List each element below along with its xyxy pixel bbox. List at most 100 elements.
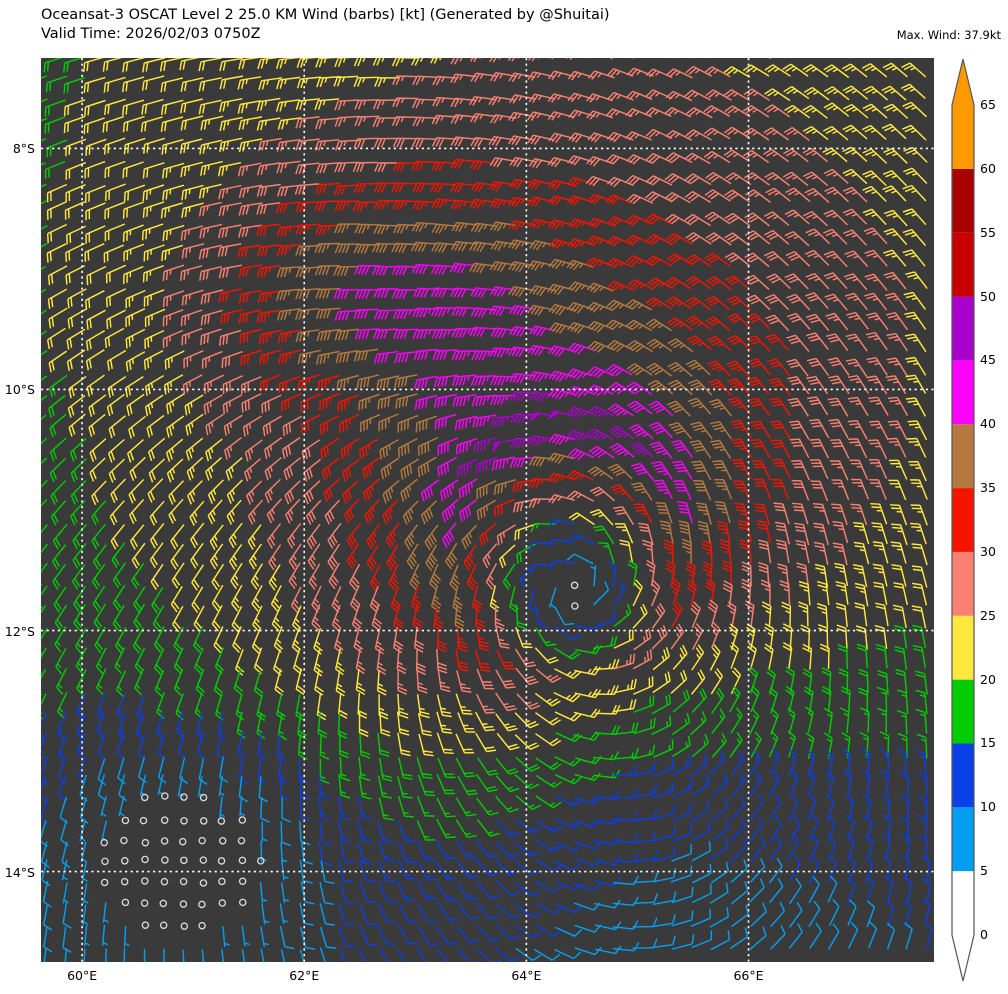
wind-barb: [843, 103, 869, 119]
wind-barb: [502, 563, 516, 590]
wind-barb: [555, 796, 583, 807]
wind-barb: [633, 503, 653, 524]
wind-barb: [217, 857, 226, 865]
wind-barb: [821, 685, 832, 713]
wind-barb: [566, 302, 594, 314]
wind-barb: [295, 162, 320, 175]
wind-barb: [436, 818, 456, 839]
wind-barb: [168, 498, 184, 524]
wind-barb: [722, 580, 733, 607]
wind-barb: [63, 99, 86, 117]
wind-barb: [574, 772, 601, 782]
wind-barb: [84, 99, 106, 117]
wind-barb: [763, 250, 789, 267]
wind-barb: [319, 821, 332, 846]
wind-barb: [54, 626, 67, 653]
wind-barb: [535, 924, 562, 937]
wind-barb: [41, 375, 48, 382]
wind-barb: [280, 949, 286, 962]
wind-barb: [507, 196, 535, 208]
wind-barb: [380, 457, 400, 480]
wind-barb: [41, 562, 48, 586]
wind-barb: [727, 335, 752, 352]
wind-barb: [73, 604, 86, 631]
wind-barb: [802, 668, 813, 695]
wind-barb: [905, 374, 927, 394]
wind-barb: [727, 396, 751, 415]
wind-barb: [667, 379, 693, 396]
wind-barb: [238, 116, 263, 131]
wind-barb: [160, 77, 184, 93]
wind-barb: [96, 711, 106, 739]
wind-barb: [515, 756, 541, 772]
wind-barb: [613, 506, 635, 526]
wind-barb: [568, 534, 595, 545]
wind-barb: [729, 927, 749, 950]
wind-barb: [83, 948, 86, 962]
wind-barb: [41, 200, 47, 205]
wind-barb: [489, 347, 516, 358]
wind-barb: [237, 244, 262, 258]
wind-barb: [161, 792, 169, 800]
wind-barb: [882, 185, 907, 202]
wind-barb: [412, 328, 438, 340]
wind-barb: [516, 818, 542, 834]
wind-barb: [432, 96, 459, 107]
wind-barb: [200, 160, 223, 176]
wind-barb: [765, 333, 789, 351]
wind-barb: [606, 68, 634, 78]
wind-barb: [315, 307, 341, 320]
wind-barb: [91, 500, 107, 526]
wind-barb: [300, 881, 315, 905]
wind-barb: [240, 349, 263, 366]
wind-barb: [825, 770, 835, 798]
wind-barb: [187, 480, 203, 505]
wind-barb: [95, 647, 107, 675]
wind-barb: [335, 349, 360, 364]
wind-barb: [434, 413, 457, 430]
wind-barb: [705, 232, 732, 246]
wind-barb: [450, 287, 477, 298]
wind-barb: [612, 833, 639, 844]
wind-barb: [612, 765, 638, 776]
wind-barb: [830, 438, 850, 459]
wind-barb: [281, 393, 302, 412]
wind-barb: [117, 712, 127, 740]
wind-barb: [295, 288, 320, 300]
wind-barb: [808, 900, 821, 928]
wind-barb: [508, 304, 536, 316]
wind-barb: [879, 749, 890, 776]
wind-barb: [137, 733, 147, 761]
wind-barb: [217, 817, 226, 825]
wind-barb: [133, 586, 146, 613]
wind-barb: [633, 676, 654, 695]
wind-barb: [510, 413, 536, 424]
y-tick-3: 14°S: [4, 864, 35, 880]
wind-barb: [587, 132, 615, 143]
wind-barb: [663, 539, 674, 565]
wind-barb: [314, 669, 324, 696]
wind-barb: [450, 97, 477, 108]
wind-barb: [652, 647, 670, 671]
wind-barb: [296, 76, 322, 89]
wind-barb: [378, 860, 396, 882]
wind-barb: [769, 816, 782, 843]
wind-barb: [160, 816, 169, 824]
wind-barb: [170, 524, 185, 550]
wind-barb: [321, 457, 340, 481]
wind-barb: [247, 499, 264, 525]
wind-barb: [684, 213, 711, 227]
wind-barb: [195, 713, 205, 740]
wind-barb: [218, 837, 227, 845]
wind-barb: [334, 99, 360, 111]
wind-barb: [901, 832, 911, 860]
wind-barb: [534, 604, 549, 629]
wind-barb: [470, 222, 498, 233]
wind-barb: [143, 137, 166, 154]
wind-barb: [508, 346, 535, 358]
wind-barb: [626, 154, 653, 165]
wind-barb: [832, 520, 849, 544]
wind-barb: [696, 502, 712, 525]
wind-barb: [863, 227, 888, 245]
wind-barb: [125, 289, 146, 309]
